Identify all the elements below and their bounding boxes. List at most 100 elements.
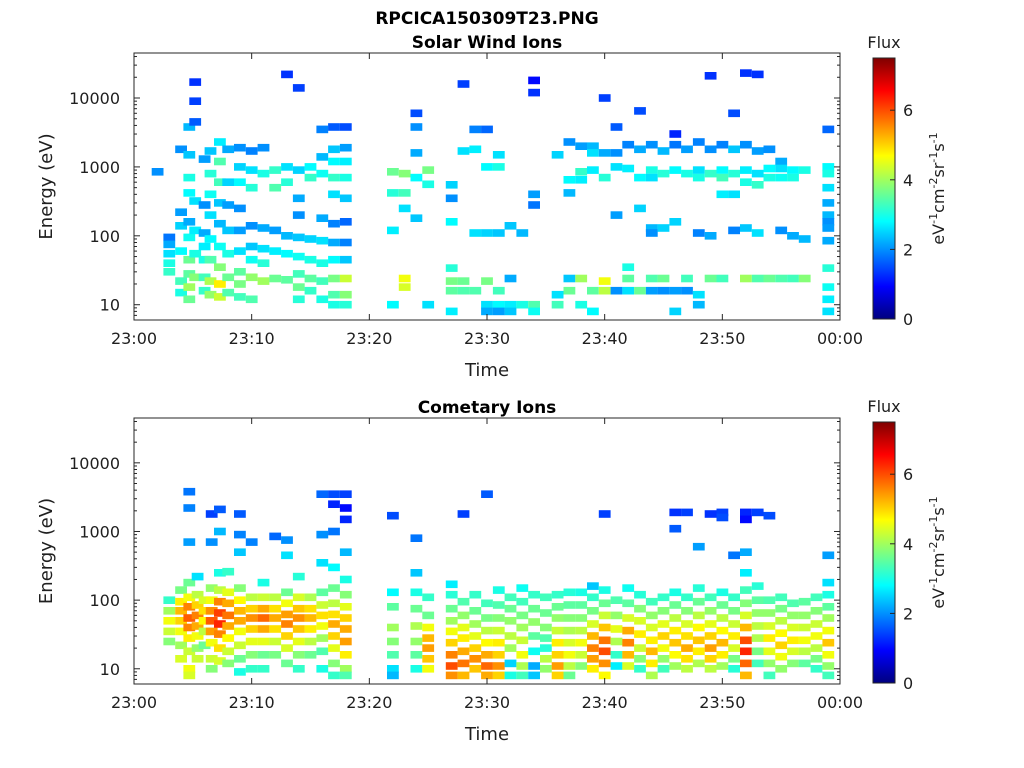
heatmap-cell xyxy=(339,590,352,599)
y-tick-label: 100 xyxy=(89,591,120,610)
heatmap-cell xyxy=(798,166,811,174)
heatmap-cell xyxy=(798,274,811,283)
heatmap-cell xyxy=(551,671,564,680)
heatmap-cell xyxy=(205,627,218,636)
heatmap-cell xyxy=(339,614,352,622)
heatmap-cell xyxy=(316,665,329,673)
heatmap-cell xyxy=(563,651,576,659)
heatmap-cell xyxy=(214,263,226,271)
heatmap-cell xyxy=(234,584,246,592)
heatmap-cell xyxy=(328,632,340,640)
heatmap-cell xyxy=(704,145,717,154)
heatmap-cell xyxy=(281,178,293,186)
heatmap-cell xyxy=(222,145,235,154)
heatmap-cell xyxy=(810,644,823,652)
heatmap-cell xyxy=(269,614,282,622)
heatmap-cell xyxy=(598,586,611,594)
heatmap-cell xyxy=(787,599,799,608)
heatmap-cell xyxy=(234,293,246,301)
heatmap-cell xyxy=(339,603,352,611)
y-tick-label: 1000 xyxy=(79,522,120,541)
heatmap-cell xyxy=(257,244,270,253)
heatmap-cell xyxy=(787,232,799,240)
heatmap-cell xyxy=(587,593,599,602)
heatmap-cell xyxy=(810,620,823,628)
heatmap-cell xyxy=(234,247,246,255)
heatmap-cell xyxy=(775,157,788,166)
heatmap-cell xyxy=(669,130,682,138)
colorbar-tick-label: 6 xyxy=(903,465,913,484)
colorbar-tick-label: 6 xyxy=(903,101,913,120)
heatmap-cell xyxy=(822,199,835,207)
heatmap-cell xyxy=(234,163,246,171)
heatmap-cell xyxy=(622,140,635,149)
heatmap-cell xyxy=(292,593,305,602)
heatmap-cell xyxy=(610,611,623,620)
heatmap-cell xyxy=(198,242,211,251)
heatmap-cell xyxy=(339,665,352,673)
heatmap-cell xyxy=(751,582,764,590)
heatmap-cell xyxy=(763,164,776,173)
heatmap-cell xyxy=(551,651,564,659)
heatmap-cell xyxy=(257,578,270,587)
unit-exponent: -1 xyxy=(927,496,940,507)
heatmap-cell xyxy=(245,222,258,230)
heatmap-cell xyxy=(587,644,599,652)
heatmap-cell xyxy=(445,617,458,625)
heatmap-cell xyxy=(528,201,540,209)
heatmap-cell xyxy=(339,173,352,182)
heatmap-cell xyxy=(316,214,329,222)
heatmap-cell xyxy=(183,218,196,226)
heatmap-cell xyxy=(328,238,340,247)
heatmap-cell xyxy=(183,487,196,496)
heatmap-cell xyxy=(787,659,799,668)
heatmap-cell xyxy=(205,655,218,663)
heatmap-cell xyxy=(316,647,329,656)
heatmap-cell xyxy=(281,659,293,668)
heatmap-cell xyxy=(234,617,246,625)
heatmap-cell xyxy=(540,623,552,632)
heatmap-cell xyxy=(222,249,235,258)
heatmap-cell xyxy=(328,145,340,154)
heatmap-cell xyxy=(634,655,646,663)
heatmap-cell xyxy=(387,637,399,646)
heatmap-cells xyxy=(163,487,835,680)
heatmap-cell xyxy=(563,626,576,635)
heatmap-cell xyxy=(740,569,752,577)
heatmap-cell xyxy=(622,638,635,647)
heatmap-cell xyxy=(205,638,218,647)
heatmap-cell xyxy=(775,593,788,602)
heatmap-cell xyxy=(281,249,293,258)
heatmap-cell xyxy=(422,300,435,309)
heatmap-cell xyxy=(657,655,670,663)
heatmap-cell xyxy=(281,551,293,560)
heatmap-cell xyxy=(422,634,435,642)
heatmap-cell xyxy=(222,611,235,620)
heatmap-cell xyxy=(281,588,293,597)
heatmap-cell xyxy=(763,671,776,680)
heatmap-cell xyxy=(492,638,505,647)
heatmap-cell xyxy=(645,140,658,149)
heatmap-cell xyxy=(634,665,646,673)
heatmap-cell xyxy=(704,644,717,652)
heatmap-cell xyxy=(214,644,226,652)
heatmap-cell xyxy=(528,88,540,97)
heatmap-cell xyxy=(587,607,599,615)
heatmap-cell xyxy=(457,277,470,285)
heatmap-cell xyxy=(339,218,352,226)
heatmap-cell xyxy=(528,618,540,626)
heatmap-cell xyxy=(189,273,202,282)
heatmap-cell xyxy=(339,290,352,299)
heatmap-cell xyxy=(316,295,329,304)
heatmap-cell xyxy=(328,123,340,131)
heatmap-cell xyxy=(610,596,623,604)
heatmap-cell xyxy=(704,620,717,628)
heatmap-cell xyxy=(198,617,211,625)
heatmap-cell xyxy=(563,614,576,622)
heatmap-cell xyxy=(575,142,588,150)
heatmap-cell xyxy=(810,593,823,602)
heatmap-cell xyxy=(469,145,482,154)
heatmap-cell xyxy=(740,647,752,656)
heatmap-cell xyxy=(281,632,293,640)
heatmap-cell xyxy=(822,651,835,659)
